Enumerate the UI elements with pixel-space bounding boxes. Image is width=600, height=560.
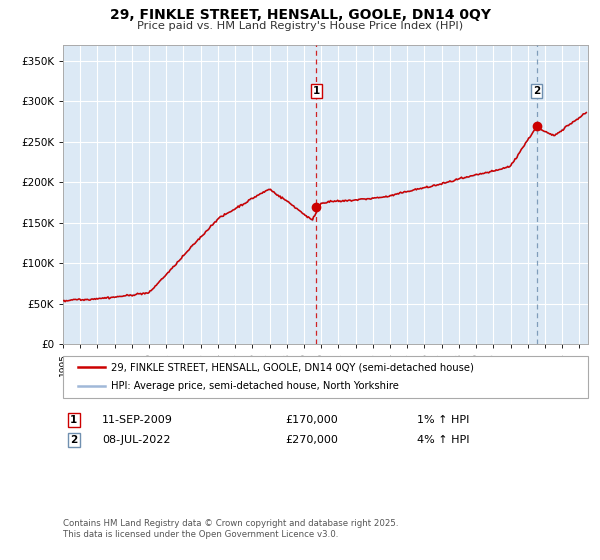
- Text: 4% ↑ HPI: 4% ↑ HPI: [417, 435, 469, 445]
- Text: 2: 2: [70, 435, 77, 445]
- Text: 1: 1: [70, 415, 77, 425]
- Text: 1% ↑ HPI: 1% ↑ HPI: [417, 415, 469, 425]
- Text: 2: 2: [533, 86, 541, 96]
- Text: Price paid vs. HM Land Registry's House Price Index (HPI): Price paid vs. HM Land Registry's House …: [137, 21, 463, 31]
- Text: 29, FINKLE STREET, HENSALL, GOOLE, DN14 0QY: 29, FINKLE STREET, HENSALL, GOOLE, DN14 …: [110, 8, 491, 22]
- Text: 29, FINKLE STREET, HENSALL, GOOLE, DN14 0QY (semi-detached house): 29, FINKLE STREET, HENSALL, GOOLE, DN14 …: [111, 362, 474, 372]
- Text: £270,000: £270,000: [285, 435, 338, 445]
- Text: HPI: Average price, semi-detached house, North Yorkshire: HPI: Average price, semi-detached house,…: [111, 381, 399, 391]
- Text: 11-SEP-2009: 11-SEP-2009: [102, 415, 173, 425]
- Text: 08-JUL-2022: 08-JUL-2022: [102, 435, 170, 445]
- Text: Contains HM Land Registry data © Crown copyright and database right 2025.
This d: Contains HM Land Registry data © Crown c…: [63, 520, 398, 539]
- Text: 1: 1: [313, 86, 320, 96]
- Text: £170,000: £170,000: [285, 415, 338, 425]
